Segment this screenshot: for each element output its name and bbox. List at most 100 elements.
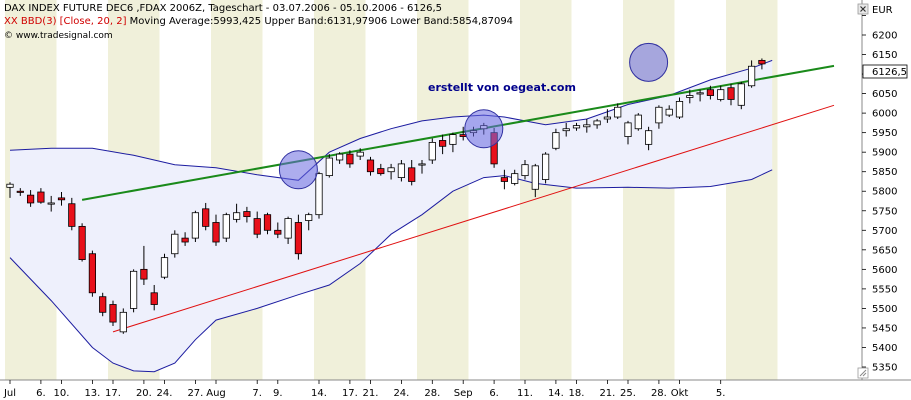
- x-tick-label: 6.: [36, 388, 46, 399]
- candle-body: [408, 167, 416, 182]
- candle: [521, 159, 529, 180]
- candle-body: [99, 296, 107, 313]
- candle: [160, 253, 169, 280]
- candle-body: [119, 311, 127, 333]
- credit-annotation: erstellt von oegeat.com: [428, 81, 576, 94]
- candle: [243, 206, 251, 223]
- candle-body: [68, 203, 76, 227]
- source-label: © www.tradesignal.com: [4, 31, 113, 41]
- candle-body: [366, 159, 375, 173]
- candle-body: [655, 106, 663, 124]
- candle: [191, 210, 199, 243]
- last-price-label: 6126,5: [872, 67, 907, 78]
- x-tick-label: Sep: [454, 388, 473, 399]
- candle-body: [634, 114, 642, 130]
- candle: [377, 163, 385, 176]
- y-tick-label: 5850: [872, 167, 897, 178]
- candle: [315, 171, 323, 219]
- trendline-red: [112, 104, 835, 333]
- candle: [408, 159, 416, 186]
- candle-body: [418, 163, 426, 166]
- candle-body: [748, 65, 756, 87]
- x-tick-label: Aug: [206, 388, 226, 399]
- candle-body: [531, 165, 539, 190]
- candle-body: [16, 190, 24, 193]
- candle: [274, 222, 282, 239]
- candle-body: [263, 214, 272, 231]
- candle: [263, 212, 272, 235]
- candle-body: [26, 194, 35, 204]
- candle-body: [171, 233, 179, 255]
- candle-body: [212, 222, 220, 243]
- x-tick-label: 7.: [252, 388, 262, 399]
- candle: [78, 223, 86, 262]
- candle: [222, 212, 230, 243]
- candle-body: [305, 214, 313, 221]
- candle-body: [624, 122, 632, 137]
- resize-handle-icon[interactable]: [857, 367, 869, 379]
- candle: [583, 118, 591, 133]
- highlight-circles: [278, 42, 669, 190]
- candle-body: [377, 168, 385, 175]
- y-tick-label: 5350: [872, 363, 897, 374]
- candle: [717, 85, 725, 102]
- candle-body: [572, 125, 581, 129]
- candle-body: [191, 212, 199, 239]
- candle: [294, 214, 303, 260]
- candle-body: [222, 214, 230, 239]
- candle: [696, 89, 704, 102]
- candle: [634, 113, 642, 131]
- bollinger-lower-line: [9, 169, 773, 373]
- candle-body: [78, 225, 86, 260]
- y-tick-label: 5600: [872, 265, 897, 276]
- candle-body: [737, 83, 745, 106]
- candle: [109, 300, 117, 326]
- candle-body: [181, 237, 189, 243]
- candle-body: [562, 128, 570, 132]
- candle-body: [542, 153, 550, 180]
- candle: [253, 211, 261, 239]
- x-tick-label: 17.: [342, 388, 358, 399]
- candles: [6, 58, 766, 334]
- unit-label: EUR: [872, 5, 893, 16]
- candle: [305, 212, 313, 231]
- x-tick-label: 14.: [311, 388, 327, 399]
- y-axis: 5350 5400 5450 5500 5550 5600 5650 5700 5750 5800…: [862, 15, 897, 374]
- x-tick-label: 18.: [569, 388, 585, 399]
- title-text: DAX INDEX FUTURE DEC6 ,FDAX 2006Z, Tages…: [4, 3, 443, 14]
- x-tick-label: 24.: [157, 388, 173, 399]
- candle-body: [758, 59, 766, 65]
- candle: [366, 156, 375, 176]
- candle: [37, 188, 45, 204]
- candle: [531, 163, 539, 198]
- candle: [511, 169, 519, 186]
- candle-body: [438, 140, 447, 147]
- candle-body: [325, 157, 333, 177]
- candle: [335, 152, 344, 164]
- candle-body: [727, 87, 735, 100]
- candle-body: [274, 229, 282, 235]
- candle-body: [57, 197, 66, 201]
- candle: [119, 308, 127, 334]
- x-axis: Jul 6. 10. 13. 17. 20. 24. 27. Aug 7. 9. 14. 17. 21. 2…: [3, 380, 726, 399]
- candle-body: [346, 153, 354, 165]
- x-tick-label: 14.: [548, 388, 564, 399]
- candle-body: [202, 208, 210, 227]
- candle: [284, 216, 292, 244]
- y-tick-label: 6000: [872, 109, 897, 120]
- candle: [737, 81, 745, 110]
- y-tick-label: 5800: [872, 187, 897, 198]
- candle: [68, 197, 76, 231]
- close-icon[interactable]: [857, 3, 869, 15]
- candle: [325, 154, 333, 178]
- candle: [624, 120, 632, 145]
- candle: [542, 152, 550, 184]
- source-text: www.tradesignal.com: [15, 31, 113, 41]
- candle: [99, 292, 107, 317]
- trendlines: [81, 64, 835, 333]
- x-tick-label: 17.: [105, 388, 121, 399]
- candle-body: [140, 268, 148, 280]
- x-tick-label: 5.: [716, 388, 726, 399]
- candle-body: [593, 120, 601, 126]
